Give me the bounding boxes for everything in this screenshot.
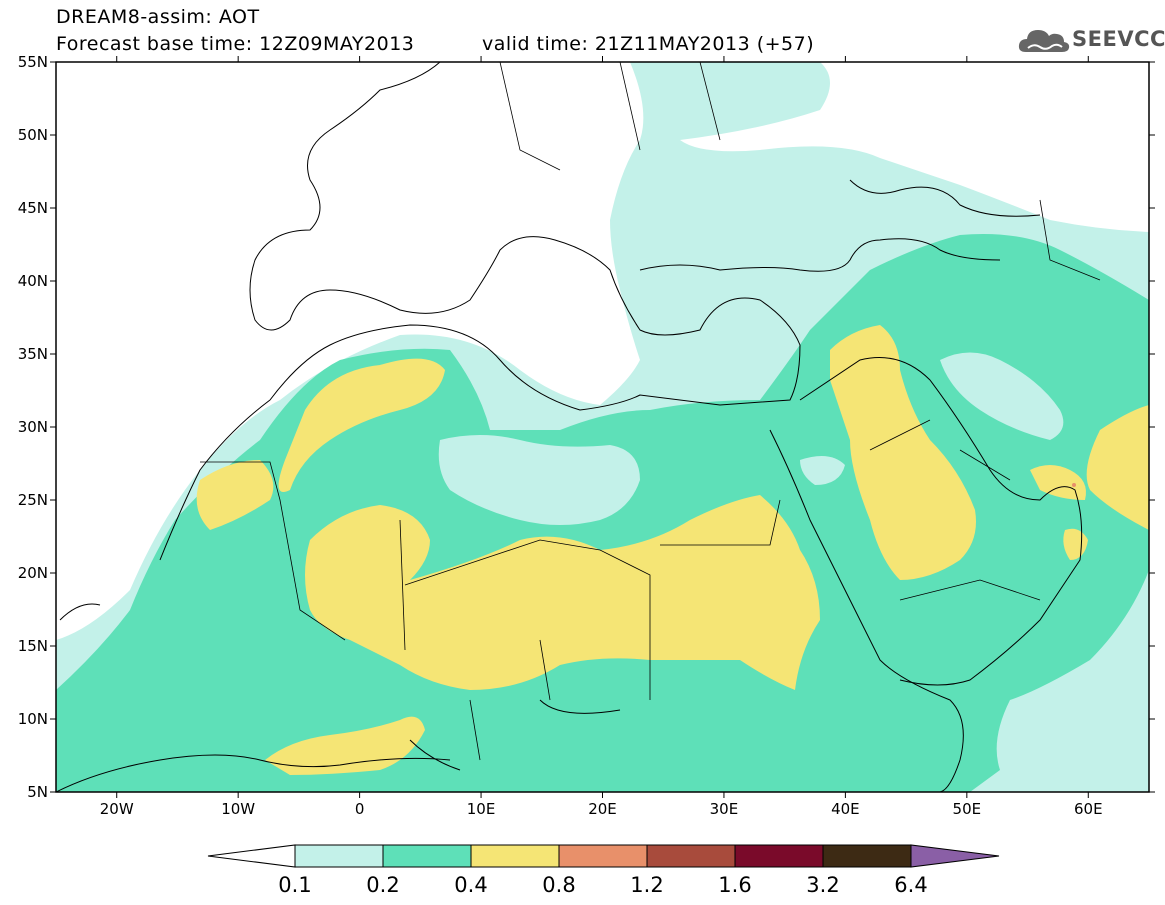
- lat-tick-label: 30N: [18, 418, 48, 436]
- lat-tick-label: 50N: [18, 126, 48, 144]
- colorbar-swatch: [294, 844, 384, 868]
- colorbar-swatch: [470, 844, 560, 868]
- coastlines: [56, 62, 1083, 792]
- colorbar-swatch: [822, 844, 912, 868]
- lat-tick-label: 10N: [18, 710, 48, 728]
- aot-low-patches: [438, 352, 1064, 525]
- lat-tick-label: 25N: [18, 491, 48, 509]
- colorbar-label: 6.4: [894, 873, 927, 897]
- borders: [200, 62, 1101, 761]
- lat-tick-label: 40N: [18, 272, 48, 290]
- base-time-label: Forecast base time: 12Z09MAY2013: [56, 33, 415, 55]
- colorbar-label: 1.2: [630, 873, 663, 897]
- colorbar-under-arrow: [207, 844, 296, 868]
- lat-tick-label: 55N: [18, 53, 48, 71]
- lat-tick-label: 35N: [18, 345, 48, 363]
- lon-tick-label: 10W: [221, 800, 255, 818]
- map-title: DREAM8-assim: AOT: [56, 6, 260, 28]
- aot-field: [56, 62, 1149, 792]
- lon-tick-label: 0: [355, 800, 365, 818]
- colorbar-label: 3.2: [806, 873, 839, 897]
- lon-tick-label: 20W: [100, 800, 134, 818]
- aot-peak-marker: [1072, 483, 1076, 487]
- colorbar-swatch: [734, 844, 824, 868]
- colorbar-swatch: [558, 844, 648, 868]
- lat-tick-label: 45N: [18, 199, 48, 217]
- colorbar-label: 0.8: [542, 873, 575, 897]
- lon-tick-label: 60E: [1074, 800, 1103, 818]
- colorbar-over-arrow: [910, 844, 1000, 868]
- lon-tick-label: 50E: [953, 800, 982, 818]
- seevccc-logo: SEEVCCC: [1016, 22, 1165, 58]
- colorbar-label: 1.6: [718, 873, 751, 897]
- lon-tick-label: 10E: [467, 800, 496, 818]
- colorbar-swatch: [382, 844, 472, 868]
- lat-tick-label: 20N: [18, 564, 48, 582]
- colorbar-label: 0.4: [454, 873, 487, 897]
- colorbar: 0.1 0.2 0.4 0.8 1.2 1.6 3.2 6.4: [207, 844, 1000, 897]
- lon-tick-label: 20E: [588, 800, 617, 818]
- valid-time-label: valid time: 21Z11MAY2013 (+57): [482, 33, 815, 55]
- lat-tick-label: 5N: [27, 783, 48, 801]
- lon-tick-label: 30E: [710, 800, 739, 818]
- colorbar-label: 0.1: [278, 873, 311, 897]
- logo-label: SEEVCCC: [1072, 27, 1165, 51]
- colorbar-swatch: [646, 844, 736, 868]
- longitude-axis: 20W 10W 0 10E 20E 30E 40E 50E 60E: [100, 56, 1103, 818]
- cloud-icon: [1018, 30, 1070, 52]
- aot-contour-0.4: [196, 325, 1149, 775]
- colorbar-label: 0.2: [366, 873, 399, 897]
- lat-tick-label: 15N: [18, 637, 48, 655]
- lon-tick-label: 40E: [831, 800, 860, 818]
- latitude-axis: 55N 50N 45N 40N 35N 30N 25N 20N 15N 10N 5N: [18, 53, 1155, 801]
